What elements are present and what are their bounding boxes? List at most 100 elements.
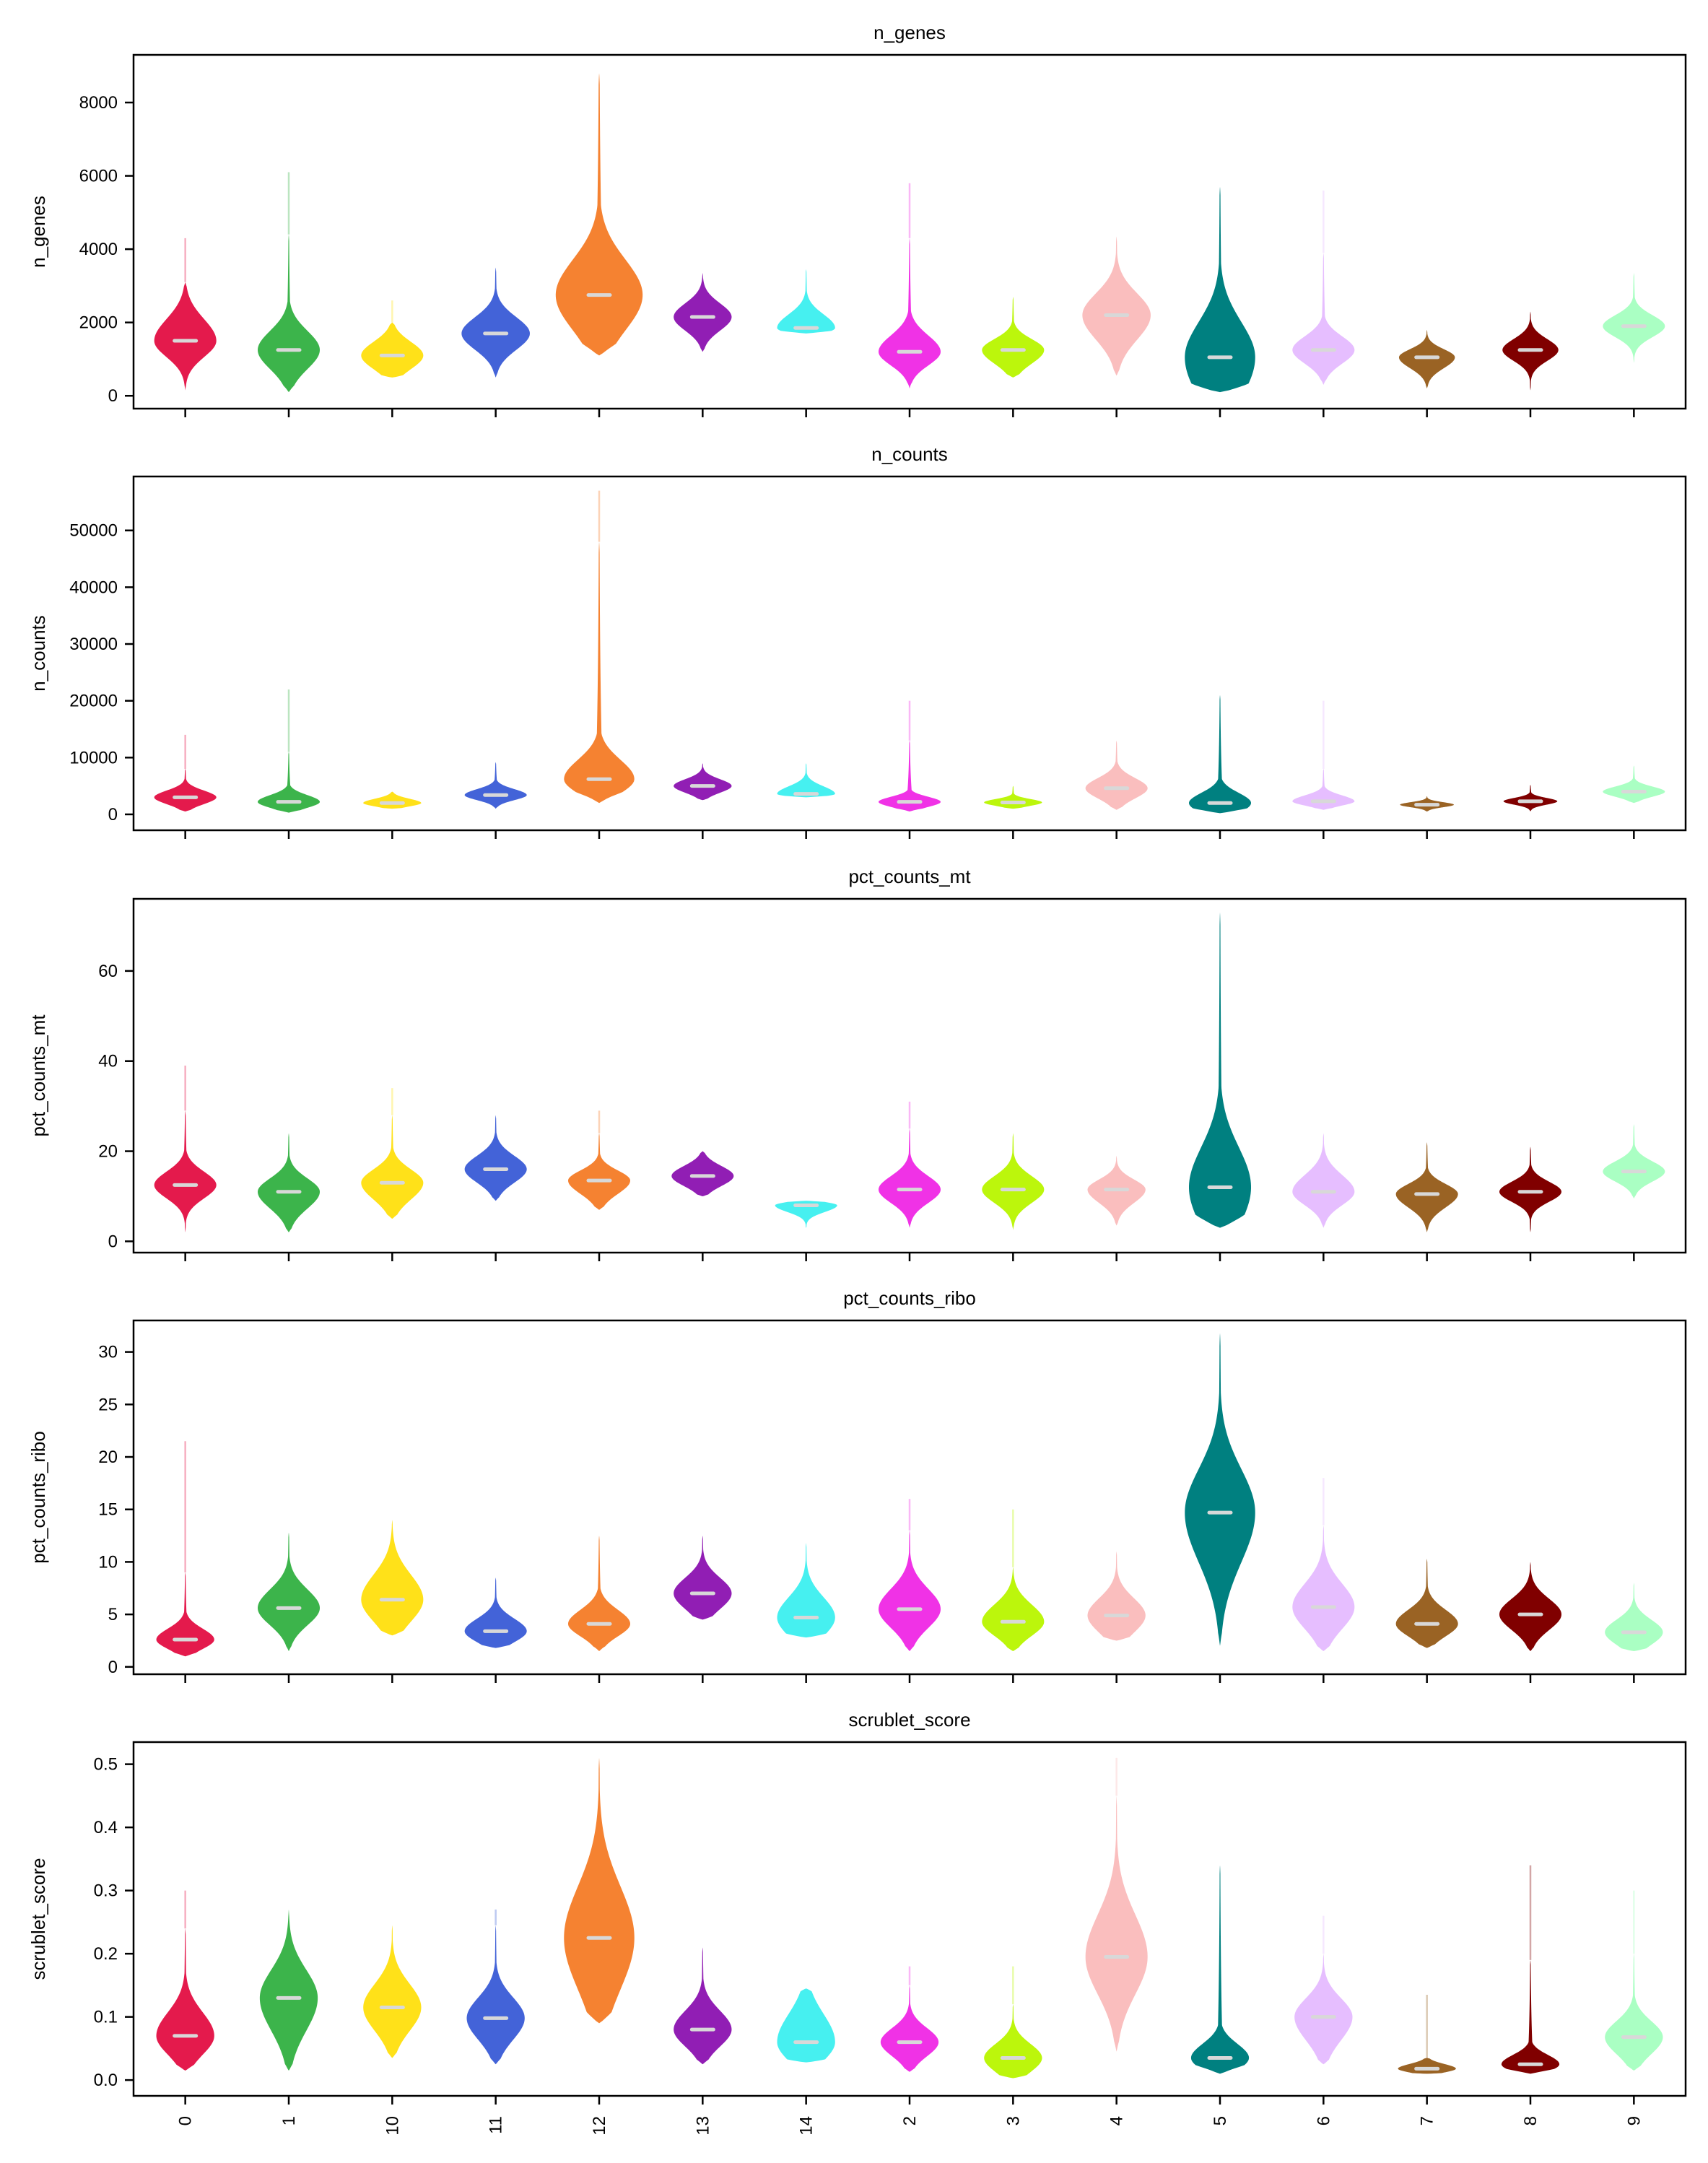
y-tick-label: 40000 — [69, 578, 118, 597]
violin-10 — [361, 1115, 424, 1219]
panel-pct-counts-mt: pct_counts_mt pct_counts_mt 0 20 40 60 — [27, 866, 1687, 1261]
panel-scrublet-score: scrublet_score scrublet_score 0.0 0.1 0.2 0.3… — [27, 1709, 1687, 2136]
violin-6 — [1292, 769, 1355, 810]
violin-6 — [1292, 1525, 1355, 1652]
panel-title: n_counts — [871, 443, 948, 465]
violin-6 — [1292, 253, 1355, 385]
x-tick-label-4: 4 — [1107, 2116, 1127, 2125]
violin-11 — [464, 762, 527, 809]
y-axis-label: n_counts — [27, 615, 49, 692]
violin-8 — [1501, 1959, 1560, 2074]
violin-7 — [1398, 2058, 1456, 2074]
violin-12 — [568, 1133, 630, 1210]
y-tick-label: 0 — [108, 386, 118, 406]
violin-2 — [879, 1530, 941, 1652]
y-axis-label: scrublet_score — [27, 1858, 49, 1980]
violin-6 — [1294, 1954, 1353, 2065]
y-tick-label: 60 — [98, 962, 118, 981]
violin-14 — [777, 763, 835, 798]
x-tick-label-1: 1 — [279, 2116, 299, 2125]
x-tick-label-5: 5 — [1211, 2116, 1230, 2125]
violin-10 — [363, 791, 422, 809]
violin-5 — [1189, 912, 1251, 1228]
y-tick-label: 0 — [108, 1658, 118, 1677]
y-tick-label: 0.3 — [94, 1881, 118, 1901]
x-tick-label-14: 14 — [797, 2116, 816, 2136]
violin-2 — [879, 740, 941, 812]
x-tick-label-2: 2 — [900, 2116, 920, 2125]
violin-8 — [1503, 785, 1558, 812]
y-tick-label: 0.5 — [94, 1755, 118, 1775]
x-tick-label-11: 11 — [487, 2116, 506, 2134]
violin-0 — [156, 1572, 214, 1657]
y-tick-label: 0.0 — [94, 2071, 118, 2090]
violin-2 — [879, 1128, 941, 1228]
x-tick-label-3: 3 — [1003, 2116, 1023, 2125]
panel-title: n_genes — [873, 22, 946, 43]
violin-11 — [464, 1115, 527, 1201]
violin-3 — [982, 297, 1045, 378]
violin-12 — [564, 1757, 635, 2024]
violin-10 — [361, 1520, 424, 1636]
y-tick-label: 50000 — [69, 521, 118, 541]
violin-13 — [674, 1947, 732, 2065]
x-tick-label-9: 9 — [1624, 2116, 1644, 2125]
violin-9 — [1603, 1124, 1665, 1199]
y-axis-label: pct_counts_ribo — [27, 1431, 49, 1564]
violin-6 — [1292, 1133, 1355, 1228]
violin-3 — [984, 2004, 1042, 2079]
violin-10 — [363, 1925, 422, 2058]
violin-5 — [1185, 186, 1255, 393]
y-tick-label: 5 — [108, 1605, 118, 1624]
violin-12 — [555, 73, 643, 356]
violin-13 — [671, 1151, 734, 1196]
violin-12 — [564, 541, 635, 804]
violin-10 — [361, 322, 424, 378]
y-tick-label: 0 — [108, 1232, 118, 1251]
violin-13 — [674, 273, 732, 352]
violin-14 — [777, 269, 835, 334]
panel-n-counts: n_counts n_counts 0 10000 20000 30000 40000 500… — [27, 443, 1687, 839]
y-tick-label: 0.2 — [94, 1944, 118, 1964]
x-tick-label-8: 8 — [1521, 2116, 1541, 2125]
y-tick-label: 15 — [98, 1500, 118, 1520]
violin-9 — [1605, 1954, 1663, 2071]
violin-11 — [466, 1925, 525, 2065]
y-tick-label: 2000 — [79, 313, 118, 333]
y-tick-label: 20 — [98, 1142, 118, 1162]
violin-7 — [1395, 1559, 1458, 1648]
panel-pct-counts-ribo: pct_counts_ribo pct_counts_ribo 0 5 10 15 20 25… — [27, 1287, 1687, 1683]
panel-n-genes: n_genes n_genes 0 2000 4000 6000 8000 — [27, 22, 1687, 417]
violin-14 — [777, 1988, 835, 2063]
y-tick-label: 10 — [98, 1552, 118, 1572]
violin-3 — [982, 1567, 1045, 1652]
violin-9 — [1605, 1583, 1663, 1652]
x-tick-label-7: 7 — [1418, 2116, 1437, 2125]
violin-2 — [879, 238, 941, 389]
violin-0 — [154, 769, 217, 812]
y-tick-label: 30 — [98, 1343, 118, 1362]
x-tick-label-0: 0 — [176, 2116, 196, 2125]
violin-5 — [1190, 1865, 1250, 2074]
violin-8 — [1499, 1562, 1561, 1652]
panel-title: scrublet_score — [848, 1709, 970, 1731]
violin-9 — [1603, 273, 1665, 363]
y-tick-label: 20 — [98, 1448, 118, 1467]
y-tick-label: 0.4 — [94, 1818, 118, 1837]
violin-13 — [674, 763, 732, 801]
violin-4 — [1085, 740, 1148, 810]
y-tick-label: 4000 — [79, 240, 118, 259]
panel-title: pct_counts_ribo — [843, 1287, 976, 1309]
violin-9 — [1603, 765, 1665, 804]
violin-3 — [982, 1133, 1045, 1230]
violin-1 — [259, 1909, 318, 2071]
violin-0 — [156, 1928, 214, 2071]
violin-7 — [1395, 1142, 1458, 1232]
violin-1 — [258, 234, 320, 393]
violin-4 — [1087, 1551, 1146, 1641]
violin-4 — [1085, 1796, 1148, 2052]
y-tick-label: 0 — [108, 805, 118, 824]
violin-14 — [777, 1543, 835, 1638]
violin-13 — [674, 1536, 732, 1620]
